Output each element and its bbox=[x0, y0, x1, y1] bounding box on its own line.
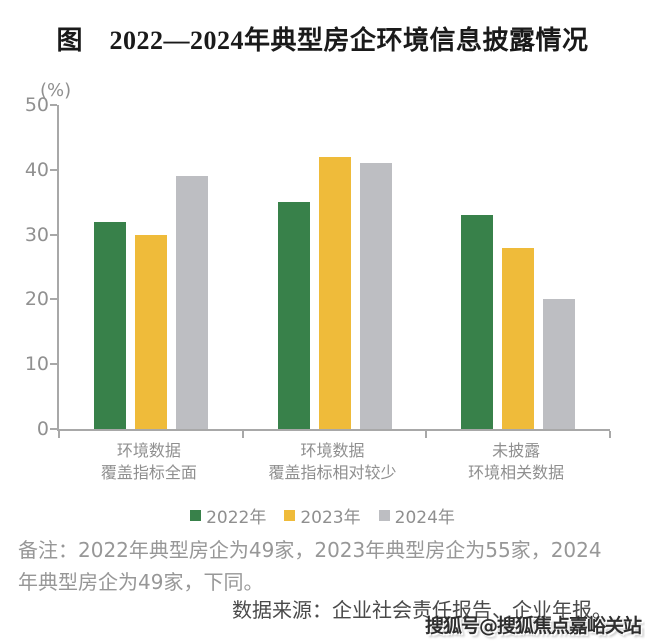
watermark: 搜狐号@搜狐焦点嘉峪关站 bbox=[424, 615, 642, 637]
note-line-2: 年典型房企为49家，下同。 bbox=[18, 570, 264, 594]
bar-group-1 bbox=[59, 105, 243, 429]
bar-series3-group3 bbox=[543, 299, 576, 429]
figure-note: 备注：2022年典型房企为49家，2023年典型房企为55家，2024 年典型房… bbox=[18, 534, 628, 598]
bar-series1-group3 bbox=[461, 215, 494, 429]
category-label-line1: 环境数据 bbox=[116, 441, 181, 460]
y-tick-label: 0 bbox=[36, 418, 49, 440]
y-tick-label: 40 bbox=[24, 158, 49, 181]
y-tick-label: 50 bbox=[24, 94, 49, 116]
x-tick-mark bbox=[241, 431, 244, 438]
bar-series1-group1 bbox=[93, 221, 126, 429]
x-tick-mark bbox=[425, 431, 428, 438]
legend-swatch-icon bbox=[190, 510, 202, 521]
x-tick-mark bbox=[609, 431, 611, 438]
category-label-line2: 环境相关数据 bbox=[468, 463, 565, 482]
legend-swatch-icon bbox=[284, 510, 296, 521]
y-tick-label: 30 bbox=[24, 223, 49, 246]
legend-label: 2024年 bbox=[394, 508, 455, 528]
category-label-line2: 覆盖指标全面 bbox=[100, 463, 197, 482]
category-label-line1: 环境数据 bbox=[300, 441, 365, 460]
y-axis-unit-label: (%) bbox=[40, 80, 72, 101]
y-tick-mark bbox=[50, 298, 57, 301]
category-label-1: 环境数据覆盖指标全面 bbox=[57, 440, 241, 484]
bar-group-3 bbox=[426, 105, 610, 429]
y-tick-label: 10 bbox=[24, 353, 49, 376]
bar-series1-group2 bbox=[277, 202, 310, 429]
x-axis-labels: 环境数据 覆盖指标全面 环境数据 覆盖指标相对较少 未披露 环境相关数据 bbox=[57, 440, 608, 484]
y-tick-mark bbox=[50, 104, 57, 106]
bar-series2-group3 bbox=[502, 247, 535, 429]
bar-series3-group2 bbox=[359, 163, 392, 429]
x-tick-mark bbox=[58, 431, 60, 438]
legend-swatch-icon bbox=[378, 510, 390, 521]
y-tick-mark bbox=[50, 363, 57, 366]
data-source-label: 数据来源：企业社会责任报告、企业年报。 bbox=[232, 598, 612, 622]
category-label-line2: 覆盖指标相对较少 bbox=[268, 463, 397, 482]
bar-series3-group1 bbox=[175, 176, 208, 429]
y-tick-label: 20 bbox=[24, 288, 49, 311]
legend-item-1: 2022年 bbox=[190, 503, 266, 528]
chart-title: 图 2022—2024年典型房企环境信息披露情况 bbox=[56, 26, 589, 55]
bar-series2-group1 bbox=[134, 234, 167, 429]
bar-group-2 bbox=[243, 105, 427, 429]
category-label-3: 未披露 环境相关数据 bbox=[424, 440, 608, 484]
category-label-2: 环境数据覆盖指标相对较少 bbox=[241, 440, 425, 484]
bar-series2-group2 bbox=[318, 156, 351, 429]
note-line-1: 备注：2022年典型房企为49家，2023年典型房企为55家，2024 bbox=[18, 538, 602, 562]
plot-area: 50 40 30 20 10 0 bbox=[25, 94, 611, 440]
category-label-line1: 未披露 bbox=[492, 441, 541, 460]
y-tick-mark bbox=[50, 168, 57, 171]
legend-item-2: 2023年 bbox=[284, 503, 361, 528]
legend-item-3: 2024年 bbox=[378, 503, 455, 528]
legend-label: 2023年 bbox=[300, 508, 361, 528]
y-tick-mark bbox=[50, 428, 57, 430]
legend: 2022年 2023年 2024年 bbox=[0, 503, 645, 528]
legend-label: 2022年 bbox=[206, 508, 267, 528]
y-tick-mark bbox=[50, 233, 57, 236]
